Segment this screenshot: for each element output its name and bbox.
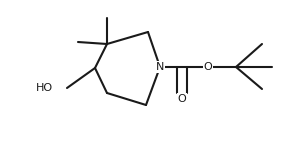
Text: N: N: [156, 62, 164, 72]
Text: HO: HO: [36, 83, 53, 93]
Text: O: O: [178, 94, 186, 104]
Text: O: O: [204, 62, 212, 72]
